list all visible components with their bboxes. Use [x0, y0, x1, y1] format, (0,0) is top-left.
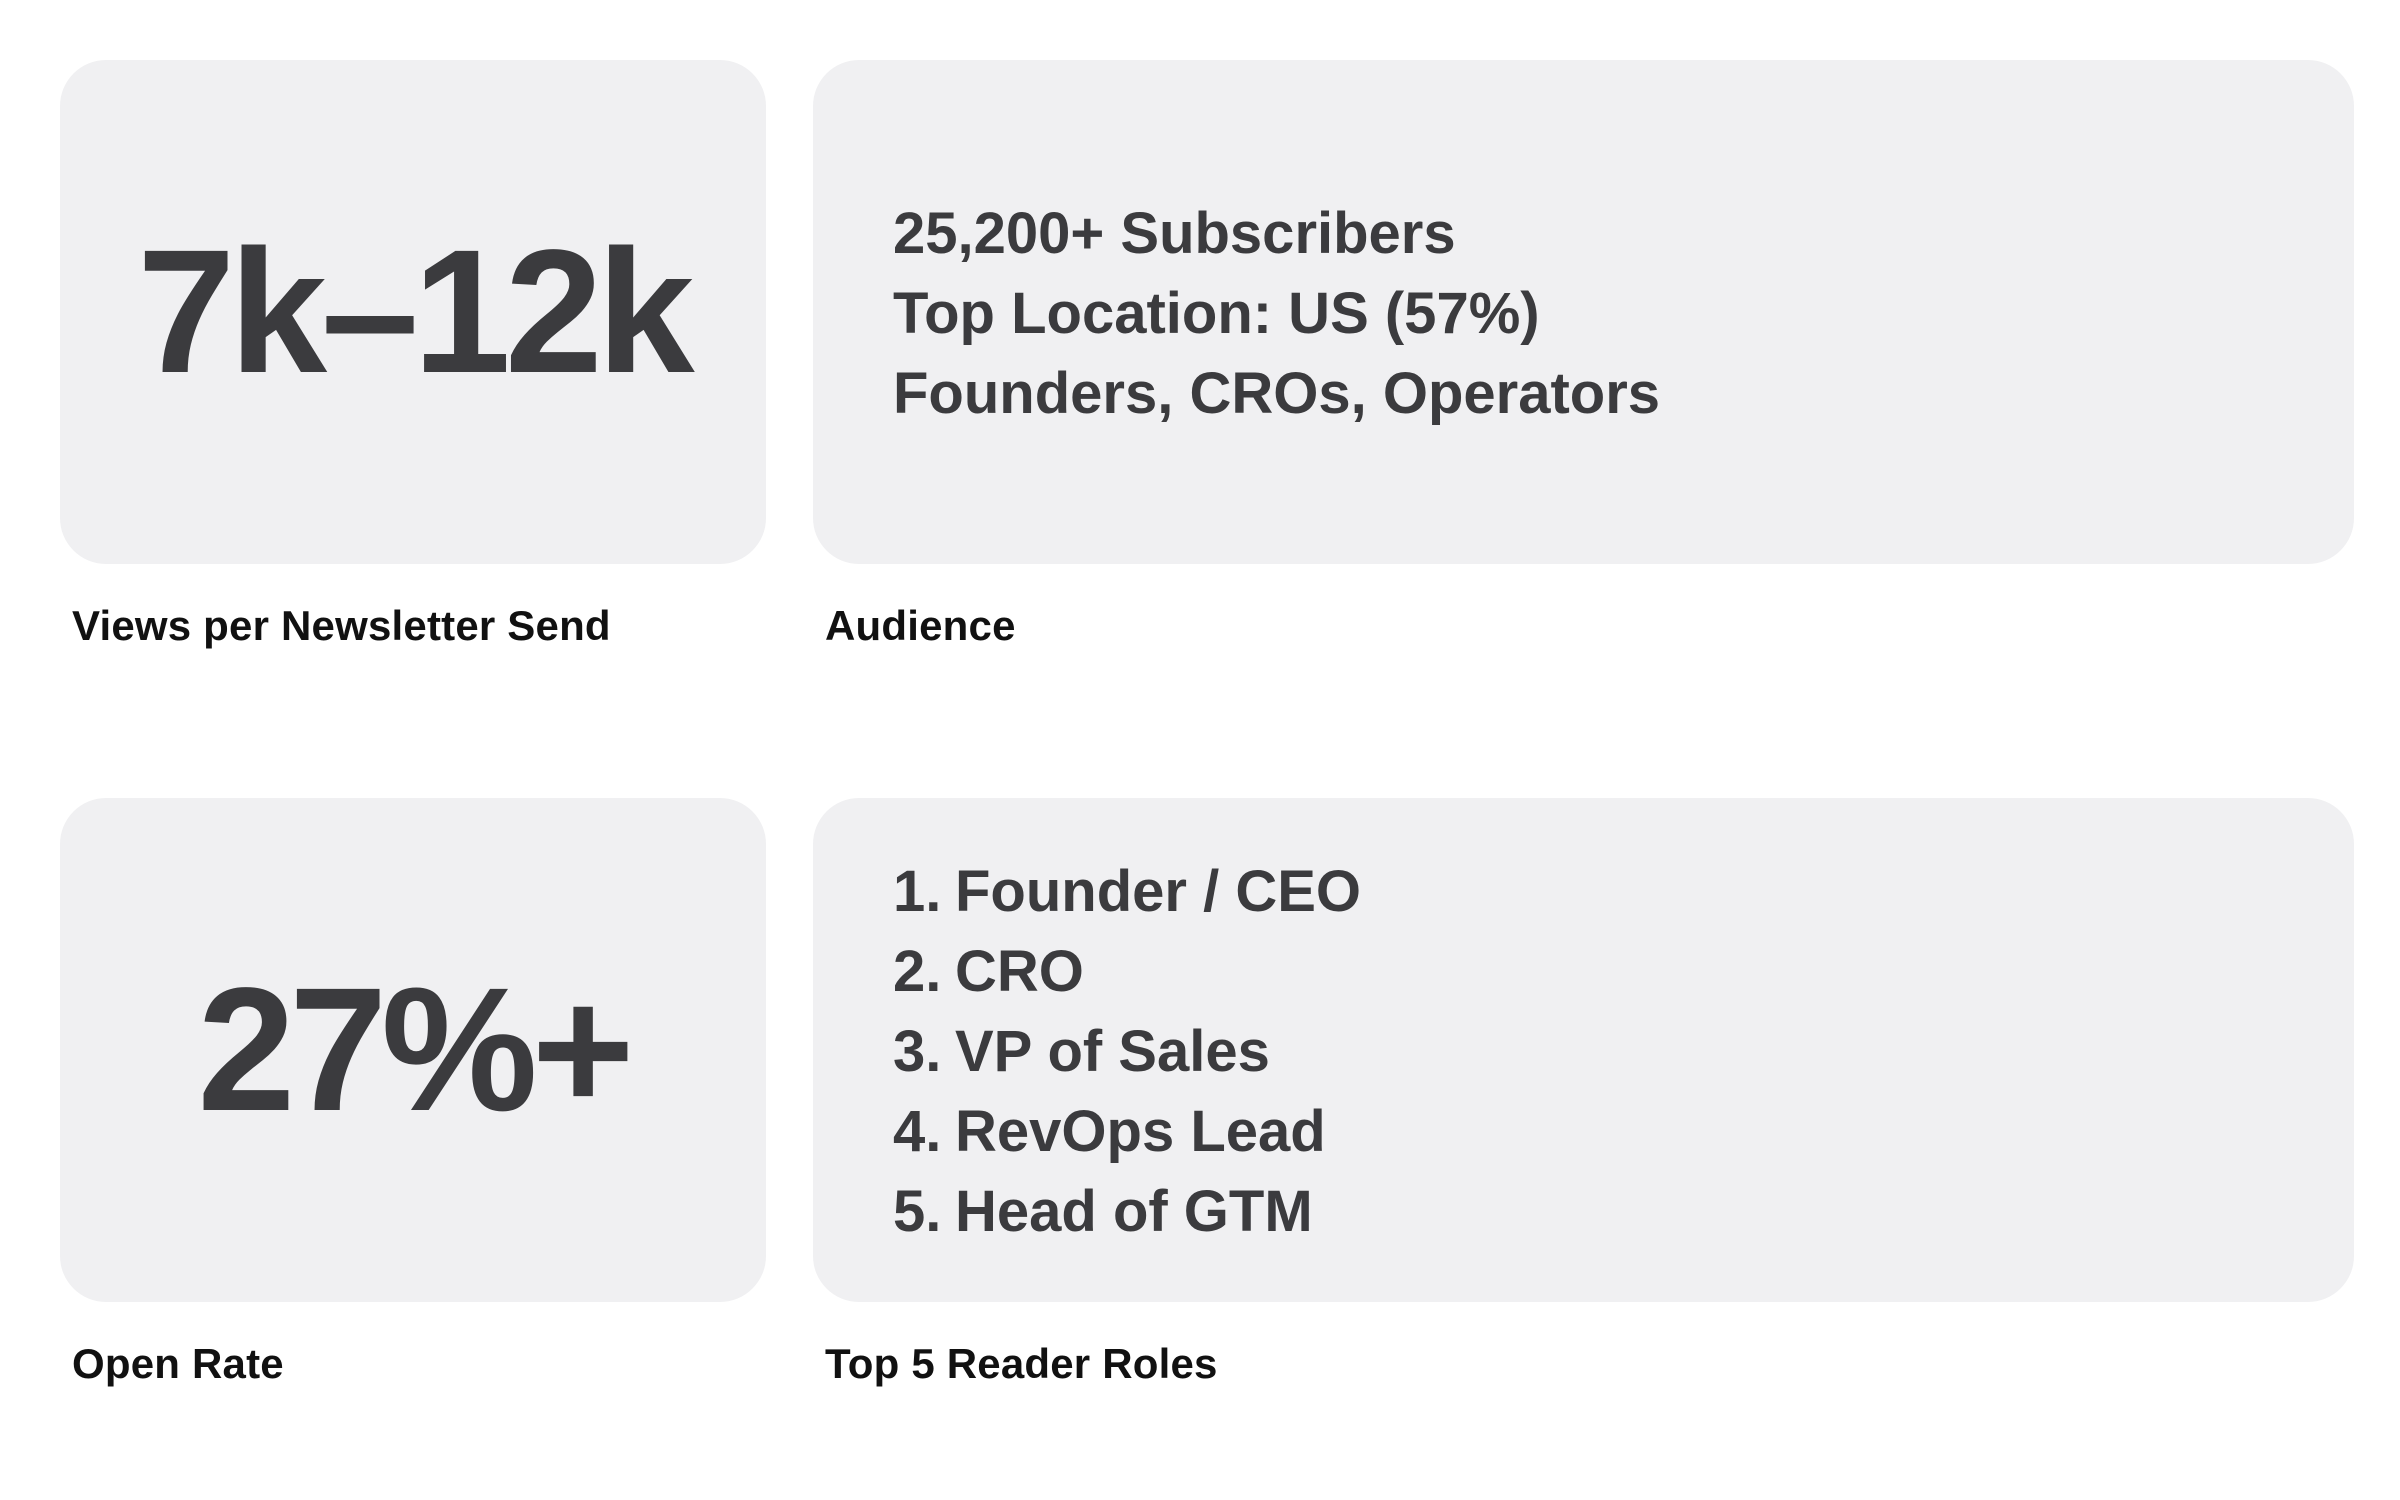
audience-segments: Founders, CROs, Operators [893, 361, 1661, 426]
open-rate-card: 27%+ [60, 798, 766, 1302]
audience-caption: Audience [825, 602, 1016, 649]
open-rate-caption: Open Rate [72, 1340, 284, 1387]
role-label: Head of GTM [955, 1179, 1313, 1244]
open-rate-stat: 27%+ [197, 952, 634, 1148]
list-item: 5. Head of GTM [893, 1172, 1361, 1252]
role-number: 1. [893, 859, 942, 924]
role-number: 4. [893, 1099, 942, 1164]
audience-lines: 25,200+ Subscribers Top Location: US (57… [893, 194, 1660, 434]
role-number: 3. [893, 1019, 942, 1084]
role-number: 2. [893, 939, 942, 1004]
audience-top-location: Top Location: US (57%) [893, 281, 1540, 346]
views-caption: Views per Newsletter Send [72, 602, 611, 649]
roles-list: 1. Founder / CEO 2. CRO 3. VP of Sales 4. Re… [893, 852, 1361, 1252]
roles-card: 1. Founder / CEO 2. CRO 3. VP of Sales 4. Re… [813, 798, 2354, 1302]
role-label: Founder / CEO [955, 859, 1361, 924]
role-label: VP of Sales [955, 1019, 1270, 1084]
audience-card: 25,200+ Subscribers Top Location: US (57… [813, 60, 2354, 564]
role-number: 5. [893, 1179, 942, 1244]
list-item: 1. Founder / CEO [893, 852, 1361, 932]
role-label: CRO [955, 939, 1084, 1004]
views-stat: 7k–12k [137, 214, 694, 410]
role-label: RevOps Lead [955, 1099, 1326, 1164]
roles-caption: Top 5 Reader Roles [825, 1340, 1218, 1387]
list-item: 4. RevOps Lead [893, 1092, 1361, 1172]
views-card: 7k–12k [60, 60, 766, 564]
list-item: 2. CRO [893, 932, 1361, 1012]
audience-subscribers: 25,200+ Subscribers [893, 201, 1456, 266]
list-item: 3. VP of Sales [893, 1012, 1361, 1092]
